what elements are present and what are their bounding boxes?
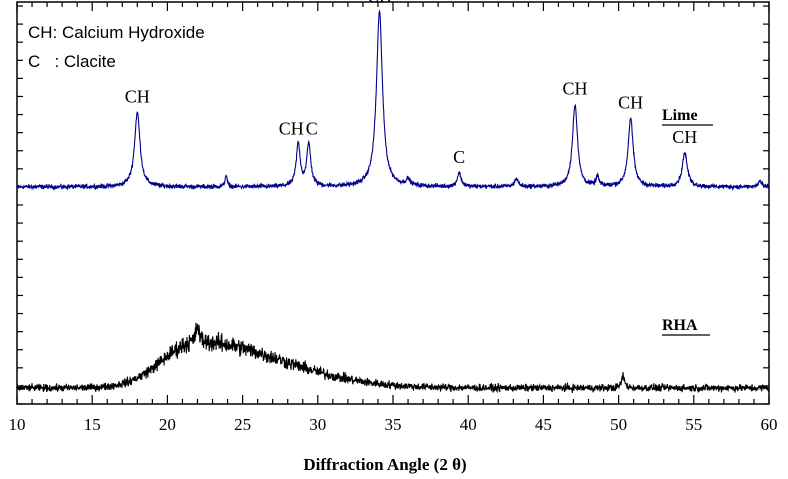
peak-label: CH	[618, 93, 643, 113]
peak-label: CH	[672, 127, 697, 147]
series-label-lime: Lime	[662, 107, 698, 124]
x-tick-label: 55	[685, 415, 702, 434]
x-tick-label: 20	[159, 415, 176, 434]
x-tick-label: 40	[460, 415, 477, 434]
legend-entry-ch: CH: Calcium Hydroxide	[28, 23, 205, 42]
x-tick-label: 25	[234, 415, 251, 434]
series-line-lime	[16, 9, 770, 192]
peak-labels: CHCHCCHCCHCHCH	[125, 0, 697, 167]
peak-label: CH	[279, 119, 304, 139]
x-tick-label: 10	[9, 415, 26, 434]
x-tick-label: 35	[385, 415, 402, 434]
series-line-rha	[16, 322, 770, 394]
x-tick-label: 30	[309, 415, 326, 434]
x-tick-label: 60	[761, 415, 778, 434]
peak-label: C	[453, 147, 465, 167]
peak-label: CH	[562, 79, 587, 99]
x-tick-label: 50	[610, 415, 627, 434]
x-tick-labels: 10 15 20 25 30 35 40 45 50 55 60	[9, 415, 778, 434]
x-tick-label: 15	[84, 415, 101, 434]
peak-label: C	[306, 119, 318, 139]
x-axis-title: Diffraction Angle (2 θ)	[303, 455, 466, 474]
peak-label: CH	[125, 87, 150, 107]
peak-label: CH	[367, 0, 392, 6]
x-tick-label: 45	[535, 415, 552, 434]
plot-frame	[16, 1, 770, 405]
axis-ticks	[16, 2, 770, 405]
series-label-rha: RHA	[662, 317, 698, 334]
legend-entry-c: C : Clacite	[28, 52, 116, 71]
